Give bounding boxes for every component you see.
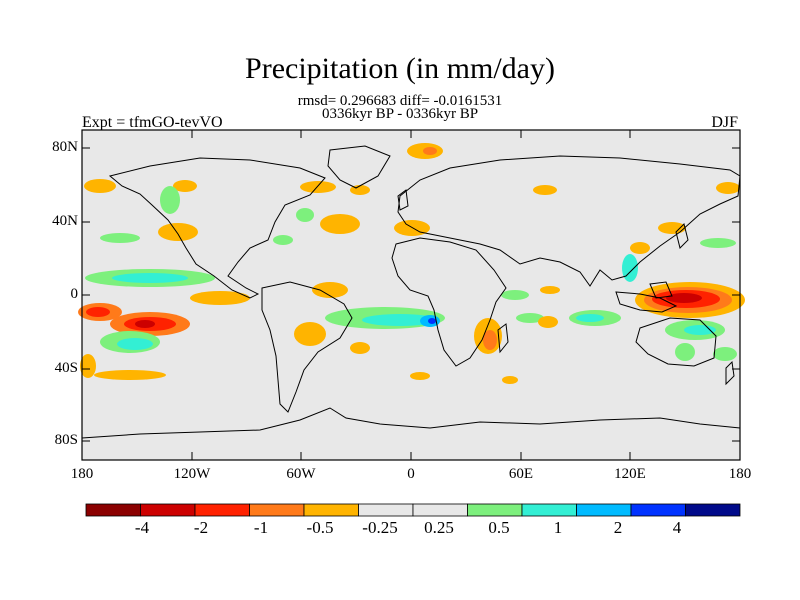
colorbar — [85, 503, 741, 517]
lon-label-180w: 180 — [70, 466, 94, 482]
anomaly-blob — [713, 347, 737, 361]
colorbar-label: -4 — [134, 518, 150, 537]
coastline-indonesia — [615, 291, 678, 313]
colorbar-label: -2 — [193, 518, 209, 537]
anomaly-blob — [296, 208, 314, 222]
anomaly-blob — [533, 185, 557, 195]
anomaly-blob — [675, 343, 695, 361]
lon-label-60w: 60W — [286, 466, 316, 482]
colorbar-label: 0.25 — [424, 518, 454, 537]
anomaly-blob — [410, 372, 430, 380]
anomaly-blob — [135, 320, 155, 328]
anomaly-blob — [273, 235, 293, 245]
anomaly-blob — [100, 233, 140, 243]
anomaly-blob — [423, 147, 437, 155]
anomaly-blob — [173, 180, 197, 192]
lat-label-80s: 80S — [54, 432, 78, 448]
lat-label-80n: 80N — [52, 139, 78, 155]
colorbar-label: 0.5 — [488, 518, 510, 537]
colorbar-label: 2 — [613, 518, 623, 537]
stats-subtitle: rmsd= 0.296683 diff= -0.0161531 — [297, 93, 503, 109]
anomaly-blob — [428, 318, 436, 324]
coastline-new-zealand — [725, 360, 735, 386]
map-title: Precipitation (in mm/day) — [245, 52, 555, 85]
colorbar-swatch — [467, 503, 523, 517]
colorbar-swatch — [303, 503, 359, 517]
colorbar-swatch — [576, 503, 632, 517]
anomaly-blob — [190, 291, 250, 305]
anomaly-blob — [112, 273, 188, 283]
anomaly-fields — [78, 143, 745, 384]
lat-label-0: 0 — [70, 286, 79, 302]
colorbar-swatch — [140, 503, 196, 517]
anomaly-blob — [622, 254, 638, 282]
anomaly-blob — [350, 342, 370, 354]
anomaly-blob — [80, 354, 96, 378]
lat-label-40s: 40S — [54, 360, 78, 376]
anomaly-blob — [86, 307, 110, 317]
colorbar-swatch — [358, 503, 414, 517]
colorbar-swatch — [85, 503, 141, 517]
lat-label-40n: 40N — [52, 213, 78, 229]
anomaly-blob — [84, 179, 116, 193]
anomaly-blob — [312, 282, 348, 298]
anomaly-blob — [117, 338, 153, 350]
colorbar-label: -0.5 — [306, 518, 334, 537]
coastlines — [81, 145, 741, 439]
anomaly-blob — [630, 242, 650, 254]
coastline-greenland — [327, 145, 391, 189]
anomaly-blob — [576, 314, 604, 322]
anomaly-blob — [294, 322, 326, 346]
anomaly-blob — [684, 325, 716, 335]
coastline-uk — [397, 189, 409, 211]
colorbar-label: 1 — [553, 518, 563, 537]
anomaly-blob — [160, 186, 180, 214]
colorbar-swatch — [412, 503, 468, 517]
lon-label-120e: 120E — [614, 466, 646, 482]
coastline-australia — [635, 317, 717, 367]
coastline-south-america — [261, 281, 353, 413]
period-subtitle: 0336kyr BP - 0336kyr BP — [321, 106, 479, 122]
lon-label-120w: 120W — [173, 466, 211, 482]
coastline-japan — [675, 223, 689, 249]
anomaly-blob — [94, 370, 166, 380]
coastline-eurasia — [397, 155, 741, 287]
anomaly-blob — [540, 286, 560, 294]
anomaly-blob — [300, 181, 336, 193]
lon-label-60e: 60E — [508, 466, 534, 482]
anomaly-blob — [538, 316, 558, 328]
experiment-label: Expt = tfmGO-tevVO — [82, 114, 223, 131]
season-label: DJF — [711, 114, 738, 131]
anomaly-blob — [362, 314, 438, 326]
anomaly-blob — [658, 222, 686, 234]
colorbar-swatch — [249, 503, 305, 517]
anomaly-blob — [716, 182, 740, 194]
colorbar-swatch — [194, 503, 250, 517]
coastline-north-america — [108, 157, 326, 299]
colorbar-swatch — [685, 503, 741, 517]
anomaly-blob — [158, 223, 198, 241]
anomaly-blob — [483, 330, 497, 350]
lon-label-0: 0 — [407, 466, 415, 482]
anomaly-blob — [666, 293, 702, 303]
colorbar-swatch — [630, 503, 686, 517]
anomaly-blob — [320, 214, 360, 234]
colorbar-label: 4 — [672, 518, 682, 537]
coastline-madagascar — [497, 323, 509, 354]
anomaly-blob — [700, 238, 736, 248]
anomaly-blob — [502, 376, 518, 384]
colorbar-swatch — [521, 503, 577, 517]
colorbar-label: -1 — [253, 518, 269, 537]
colorbar-label: -0.25 — [362, 518, 398, 537]
coastline-antarctica — [81, 407, 741, 439]
coastline-borneo — [649, 281, 673, 299]
tick-marks — [81, 130, 741, 460]
coastline-africa — [391, 237, 507, 367]
lon-label-180e: 180 — [728, 466, 752, 482]
anomaly-blob — [501, 290, 529, 300]
anomaly-blob — [516, 313, 544, 323]
